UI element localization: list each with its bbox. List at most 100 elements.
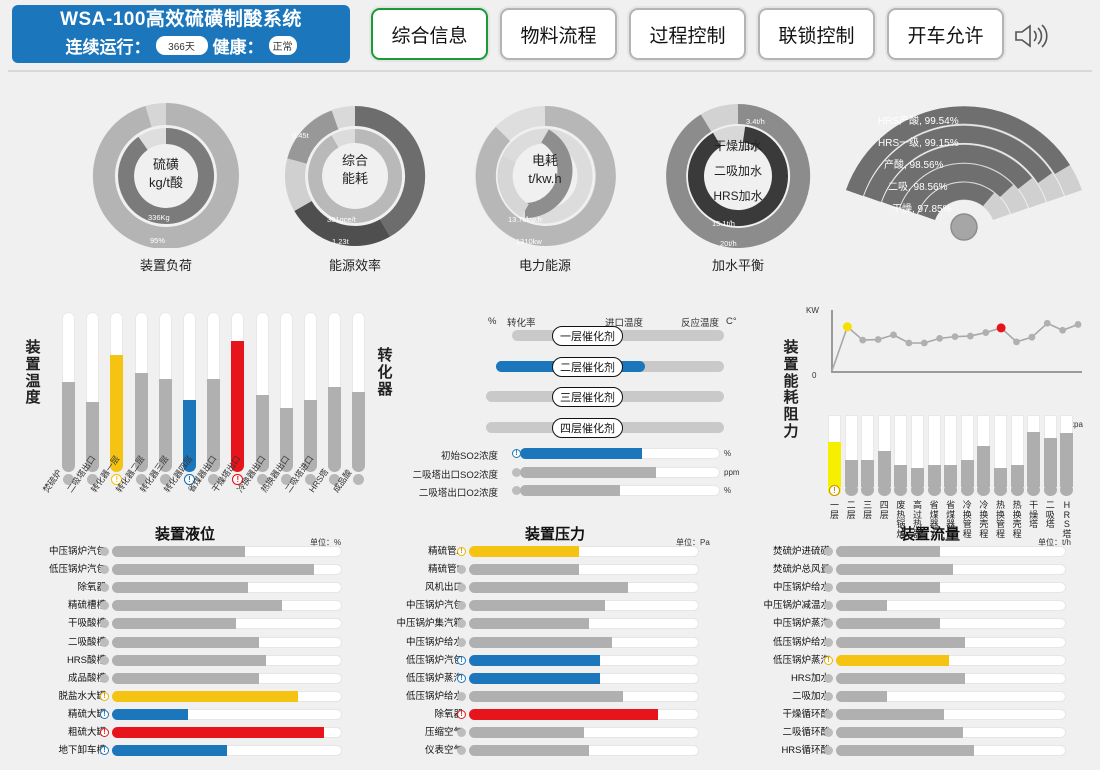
temperature-bar-1[interactable] [62, 312, 75, 485]
energy-chart-point-6[interactable] [920, 339, 928, 347]
energy-bar-fill [1043, 438, 1057, 487]
energy-bar-2[interactable] [844, 415, 858, 496]
temperature-bar-4[interactable] [134, 312, 148, 485]
energy-chart-point-15[interactable] [1059, 326, 1067, 334]
pressure-row-status-icon-1[interactable]: ! [457, 547, 466, 556]
energy-bar-13[interactable] [1027, 415, 1041, 496]
tab-comprehensive-info[interactable]: 综合信息 [371, 8, 488, 60]
energy-chart-point-2[interactable] [859, 336, 867, 344]
so2-row-unit-3: % [724, 486, 732, 495]
pressure-row-label-2: 精硫管B [428, 564, 463, 576]
so2-row-fill-1 [520, 448, 642, 459]
energy-chart-point-9[interactable] [966, 332, 974, 340]
temperature-bar-10[interactable] [279, 312, 293, 485]
tab-material-flow[interactable]: 物料流程 [500, 8, 617, 60]
flow-row-fill-7 [836, 654, 949, 666]
energy-chart-point-4[interactable] [890, 331, 897, 339]
energy-chart-point-8[interactable] [951, 333, 959, 341]
level-row-status-icon-1 [100, 547, 109, 556]
energy-bar-14[interactable] [1043, 415, 1057, 496]
energy-bar-label-3: 三层 [863, 500, 873, 520]
temperature-bar-fill [279, 408, 293, 472]
level-row-fill-6 [112, 636, 260, 648]
temperature-bar-3[interactable]: ! [110, 312, 124, 485]
temperature-alarm-icon[interactable]: ! [111, 474, 123, 485]
energy-bar-6[interactable] [911, 415, 924, 496]
energy-chart-point-10[interactable] [982, 329, 990, 336]
temperature-alarm-icon[interactable]: ! [232, 474, 244, 485]
energy-bar-8[interactable] [944, 415, 958, 496]
energy-bar-1[interactable]: ! [828, 415, 841, 496]
so2-row-label-1: 初始SO2浓度 [440, 451, 498, 462]
level-row-label-2: 低压锅炉汽包 [48, 564, 106, 576]
energy-chart-point-11[interactable] [996, 323, 1006, 333]
flow-row-fill-5 [836, 618, 940, 630]
temperature-bar-6[interactable]: ! [183, 312, 196, 485]
converter-col-reaction-temp: 反应温度 [681, 318, 720, 329]
tab-interlock-control[interactable]: 联锁控制 [758, 8, 875, 60]
temperature-bar-bulb [305, 474, 316, 485]
tab-process-control[interactable]: 过程控制 [629, 8, 746, 60]
converter-layer-label-1[interactable]: 一层催化剂 [552, 326, 623, 346]
pressure-row-status-icon-10[interactable]: ! [457, 709, 466, 719]
energy-chart-line [831, 322, 1079, 372]
temperature-bar-9[interactable] [255, 312, 269, 485]
temperature-bar-11[interactable] [304, 312, 317, 485]
energy-chart-point-16[interactable] [1074, 321, 1082, 328]
energy-bar-10[interactable] [977, 415, 991, 496]
energy-bar-label-4: 四层 [879, 500, 889, 520]
flow-row-status-icon-4 [824, 601, 833, 611]
energy-chart-point-5[interactable] [905, 339, 913, 347]
pressure-row-status-icon-7[interactable]: ! [457, 655, 466, 665]
energy-chart-point-1[interactable] [842, 322, 852, 332]
level-row-status-icon-10[interactable]: ! [100, 709, 109, 719]
temperature-bar-8[interactable]: ! [231, 312, 245, 485]
energy-chart-point-3[interactable] [874, 336, 882, 343]
level-row-status-icon-11[interactable]: ! [100, 728, 109, 737]
level-row-status-icon-9[interactable]: ! [100, 691, 109, 701]
level-row-label-6: 二吸酸槽 [67, 636, 106, 648]
pressure-row-status-icon-8[interactable]: ! [457, 673, 466, 683]
energy-bar-7[interactable] [927, 415, 941, 496]
donut3-inner-value: 13.7t/kw.h [508, 215, 542, 224]
flow-row-status-icon-7[interactable]: ! [824, 655, 833, 665]
energy-bar-9[interactable] [960, 415, 974, 496]
energy-bar-11[interactable] [994, 415, 1007, 496]
energy-bar-15[interactable] [1060, 415, 1074, 496]
energy-chart-point-13[interactable] [1028, 333, 1036, 341]
temperature-bar-7[interactable] [207, 312, 221, 485]
energy-bar-alarm-icon[interactable]: ! [829, 485, 840, 496]
pressure-row-fill-10 [469, 708, 658, 720]
energy-bar-12[interactable] [1010, 415, 1024, 496]
donut2-center-text: 综合 能耗 [305, 152, 405, 187]
energy-chart-point-14[interactable] [1043, 319, 1051, 327]
temperature-bar-13[interactable] [352, 312, 366, 485]
speaker-icon[interactable] [1012, 22, 1052, 50]
temperature-alarm-icon[interactable]: ! [184, 474, 195, 485]
flow-row-status-icon-10 [824, 709, 833, 719]
level-row-status-icon-2 [100, 565, 109, 575]
energy-bar-5[interactable] [894, 415, 908, 496]
energy-bar-3[interactable] [861, 415, 875, 496]
temperature-bar-bulb [87, 474, 99, 485]
energy-bar-bulb [977, 484, 991, 496]
temperature-bar-2[interactable] [86, 312, 100, 485]
energy-axis-right-unit: kpa [1070, 420, 1083, 429]
level-row-label-12: 地下卸车槽 [58, 745, 106, 757]
converter-layer-label-2[interactable]: 二层催化剂 [552, 356, 623, 377]
energy-chart-point-7[interactable] [936, 334, 944, 342]
energy-bar-bulb [894, 484, 908, 496]
pressure-row-fill-3 [469, 582, 628, 594]
flow-row-status-icon-3 [824, 583, 833, 593]
temperature-bar-fill [134, 372, 148, 472]
converter-layer-label-3[interactable]: 三层催化剂 [552, 387, 623, 407]
temperature-bar-12[interactable] [328, 312, 342, 485]
energy-chart-point-12[interactable] [1013, 338, 1020, 346]
level-row-label-4: 精硫槽槽 [67, 600, 106, 612]
level-row-status-icon-12[interactable]: ! [100, 746, 109, 756]
converter-layer-label-4[interactable]: 四层催化剂 [552, 417, 623, 438]
pressure-panel-unit: 单位：Pa [676, 538, 710, 547]
tab-startup-permit[interactable]: 开车允许 [887, 8, 1004, 60]
temperature-bar-5[interactable] [158, 312, 172, 485]
energy-bar-4[interactable] [877, 415, 891, 496]
